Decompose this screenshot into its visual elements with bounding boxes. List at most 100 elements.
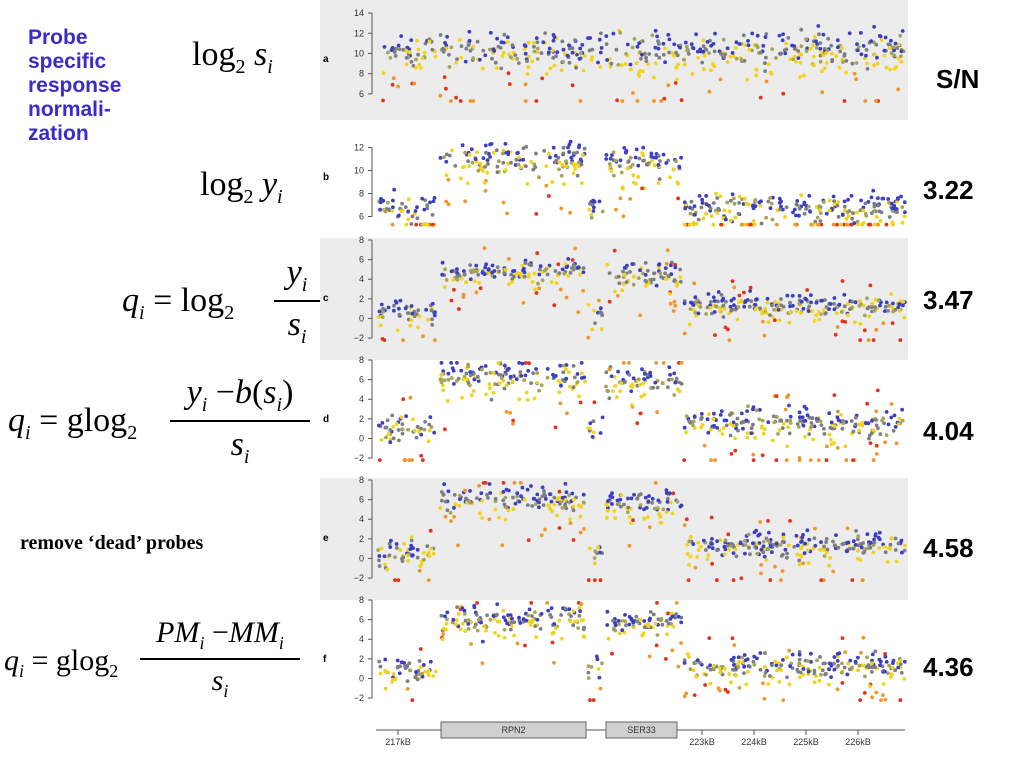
data-point <box>645 162 649 166</box>
data-point <box>446 377 451 382</box>
data-point <box>518 165 523 170</box>
data-point <box>653 28 658 33</box>
data-point <box>409 538 414 543</box>
data-point <box>426 439 431 444</box>
data-point <box>891 428 896 433</box>
y-tick-label: 8 <box>359 475 364 485</box>
title-text: Probe specific response normali- zation <box>28 26 168 146</box>
data-point <box>445 610 450 615</box>
data-point <box>576 626 580 630</box>
data-point <box>403 205 408 210</box>
data-point <box>717 428 722 433</box>
data-point <box>670 648 675 653</box>
data-point <box>551 145 556 150</box>
data-point <box>887 663 891 668</box>
data-point <box>410 214 415 219</box>
data-point <box>840 45 844 50</box>
data-point <box>702 443 707 448</box>
x-tick-label: 217kB <box>385 737 411 747</box>
data-point <box>835 325 840 329</box>
data-point <box>433 338 437 342</box>
data-point <box>397 213 401 218</box>
data-point <box>787 431 792 436</box>
data-point <box>528 623 533 627</box>
data-point <box>728 421 733 426</box>
data-point <box>822 432 827 436</box>
data-point <box>895 210 899 215</box>
data-point <box>736 428 740 433</box>
data-point <box>691 668 696 673</box>
data-point <box>747 304 752 309</box>
data-point <box>772 420 777 425</box>
data-point <box>596 545 600 550</box>
data-point <box>755 551 760 556</box>
data-point <box>466 626 471 631</box>
data-point <box>525 59 529 63</box>
data-point <box>699 425 704 430</box>
data-point <box>712 49 717 54</box>
data-point <box>466 159 470 164</box>
data-point <box>567 46 572 51</box>
data-point <box>532 396 537 401</box>
data-point <box>641 158 645 163</box>
data-point <box>715 196 720 200</box>
data-point <box>486 496 490 500</box>
data-point <box>818 59 823 64</box>
data-point <box>867 222 871 227</box>
data-point <box>604 384 608 389</box>
data-point <box>600 209 605 214</box>
data-point <box>804 297 809 302</box>
data-point <box>475 628 480 633</box>
data-point <box>682 200 687 205</box>
data-point <box>549 606 554 610</box>
data-point <box>443 614 447 619</box>
data-point <box>499 66 504 71</box>
data-point <box>468 48 473 53</box>
data-point <box>506 508 511 513</box>
data-point <box>592 556 597 560</box>
data-point <box>661 507 666 512</box>
data-point <box>533 287 538 292</box>
data-point <box>764 55 768 60</box>
data-point <box>657 42 661 46</box>
data-point <box>819 69 824 74</box>
data-point <box>501 490 506 494</box>
data-point <box>622 272 627 277</box>
data-point <box>896 56 901 61</box>
data-point <box>781 535 786 540</box>
data-point <box>832 302 836 306</box>
data-point <box>486 267 491 271</box>
data-point <box>571 364 576 368</box>
data-point <box>768 196 772 200</box>
data-point <box>574 619 579 624</box>
data-point <box>791 303 795 308</box>
data-point <box>704 672 708 677</box>
data-point <box>884 433 889 438</box>
data-point <box>475 39 480 44</box>
data-point <box>499 40 504 45</box>
data-point <box>638 492 643 496</box>
data-point <box>667 365 672 370</box>
data-point <box>699 412 704 416</box>
data-point <box>889 402 894 406</box>
data-point <box>874 443 879 448</box>
data-point <box>886 671 890 675</box>
data-point <box>396 43 401 48</box>
data-point <box>893 425 898 429</box>
data-point <box>604 42 609 46</box>
data-point <box>710 546 715 551</box>
data-point <box>485 613 489 618</box>
data-point <box>743 543 748 547</box>
data-point <box>865 67 870 71</box>
data-point <box>552 303 557 308</box>
data-point <box>720 432 725 437</box>
data-point <box>658 520 663 525</box>
data-point <box>506 71 511 76</box>
data-point <box>571 151 576 156</box>
data-point <box>897 416 902 421</box>
data-point <box>545 367 550 371</box>
data-point <box>725 46 730 51</box>
data-point <box>804 37 808 42</box>
data-point <box>472 625 477 629</box>
data-point <box>801 667 806 671</box>
